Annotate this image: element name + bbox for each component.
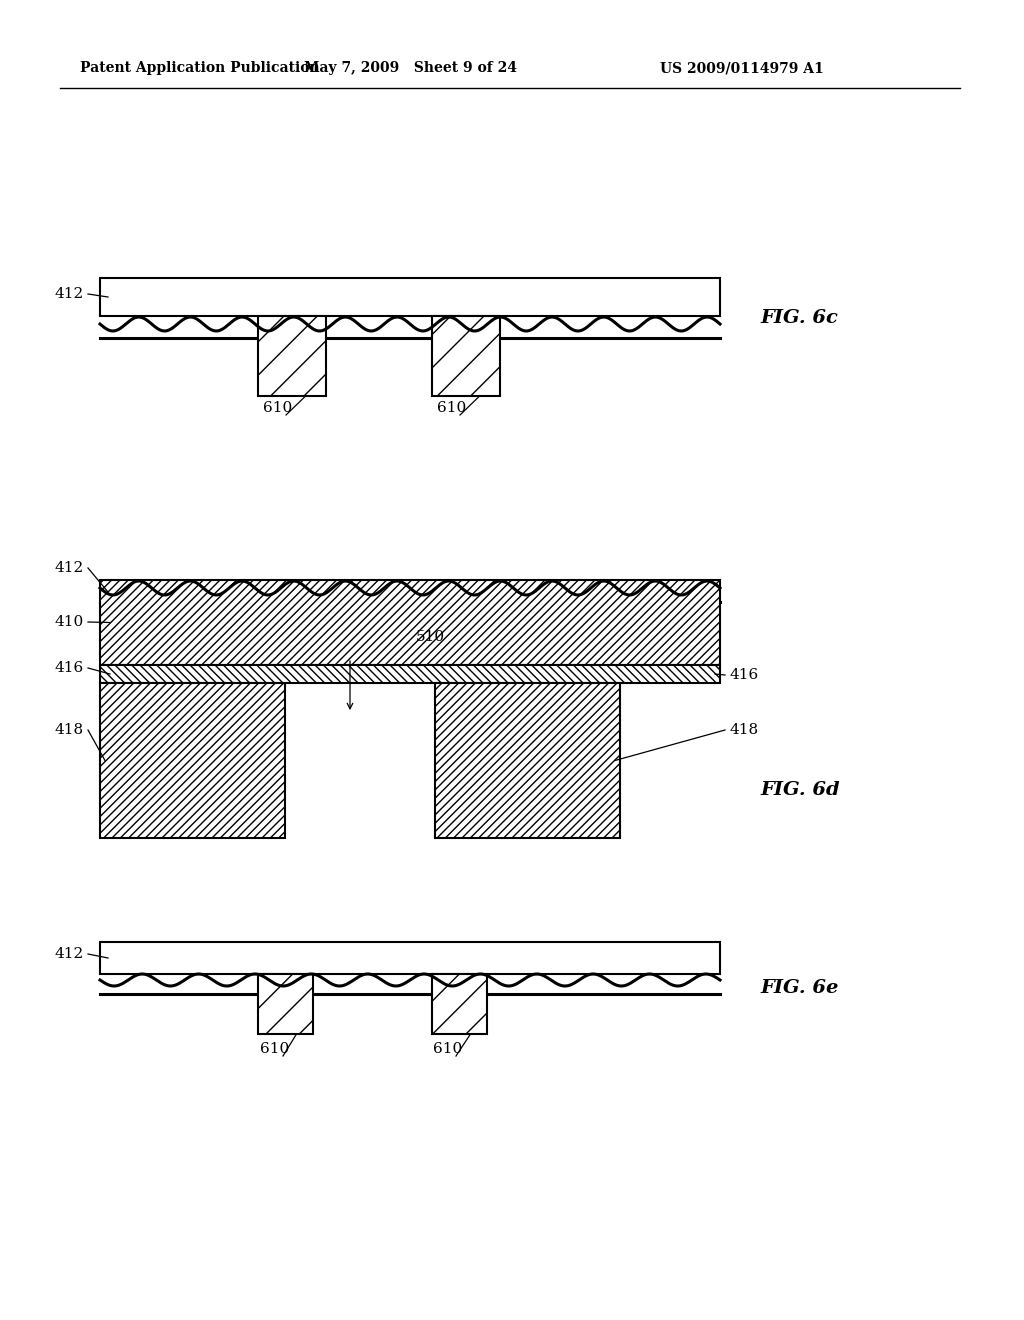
- Text: 610: 610: [433, 1041, 463, 1056]
- Text: 412: 412: [54, 561, 84, 576]
- Text: 510: 510: [416, 630, 444, 644]
- Text: 418: 418: [729, 723, 758, 737]
- Text: FIG. 6c: FIG. 6c: [760, 309, 838, 327]
- Bar: [100, 942, 720, 974]
- Bar: [258, 315, 326, 396]
- Text: 416: 416: [729, 668, 758, 682]
- Bar: [432, 315, 500, 396]
- Bar: [435, 682, 620, 838]
- Text: 412: 412: [54, 946, 84, 961]
- Text: 610: 610: [263, 401, 293, 414]
- Text: 412: 412: [54, 286, 84, 301]
- Text: 416: 416: [54, 661, 84, 675]
- Text: 418: 418: [55, 723, 84, 737]
- Bar: [100, 665, 720, 682]
- Text: Patent Application Publication: Patent Application Publication: [80, 61, 319, 75]
- Text: May 7, 2009   Sheet 9 of 24: May 7, 2009 Sheet 9 of 24: [303, 61, 516, 75]
- Bar: [258, 974, 313, 1034]
- Text: FIG. 6e: FIG. 6e: [760, 979, 839, 997]
- Bar: [100, 279, 720, 315]
- Text: 610: 610: [437, 401, 467, 414]
- Bar: [432, 974, 487, 1034]
- Text: FIG. 6d: FIG. 6d: [760, 781, 840, 799]
- Text: 410: 410: [54, 615, 84, 630]
- Bar: [100, 682, 285, 838]
- Text: 610: 610: [260, 1041, 290, 1056]
- Bar: [100, 579, 720, 665]
- Text: US 2009/0114979 A1: US 2009/0114979 A1: [660, 61, 823, 75]
